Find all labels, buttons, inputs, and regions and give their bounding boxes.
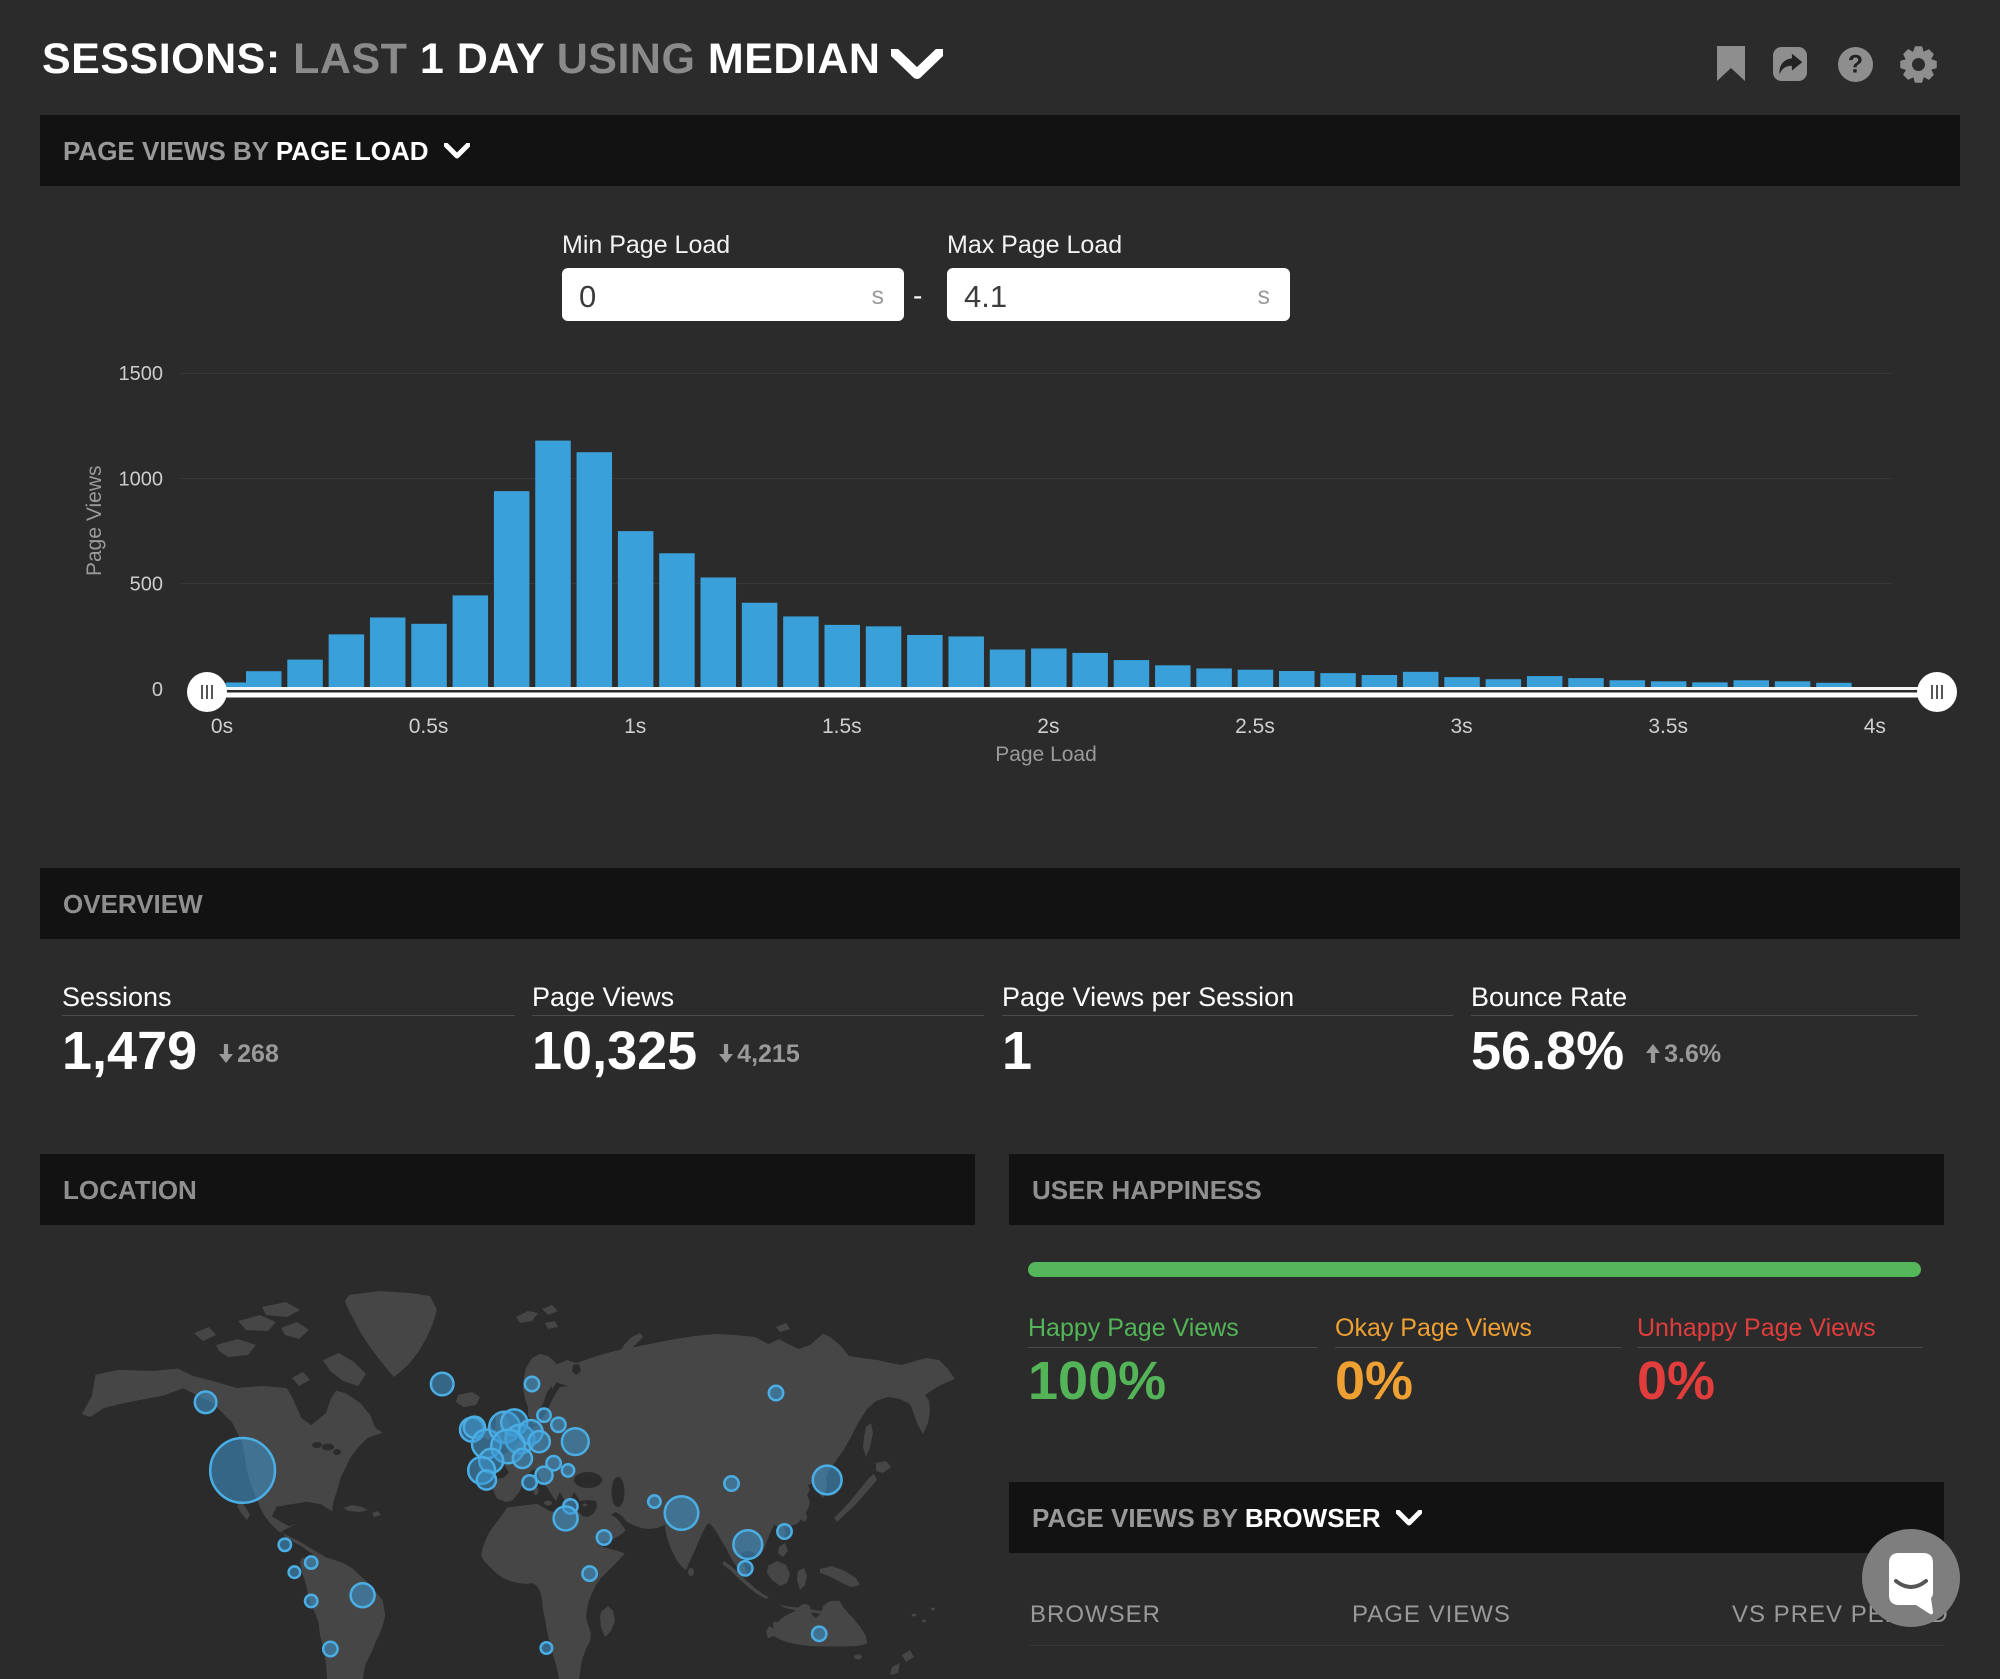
svg-text:2.5s: 2.5s [1235, 715, 1275, 738]
svg-text:500: 500 [130, 574, 163, 596]
svg-text:Page Load: Page Load [995, 743, 1097, 766]
svg-text:Page Views: Page Views [83, 465, 106, 576]
svg-text:1000: 1000 [119, 468, 164, 490]
svg-text:4s: 4s [1864, 715, 1886, 738]
svg-text:0s: 0s [211, 715, 233, 738]
svg-text:2s: 2s [1037, 715, 1059, 738]
svg-text:3s: 3s [1451, 715, 1473, 738]
svg-text:1s: 1s [624, 715, 646, 738]
svg-text:1500: 1500 [119, 363, 164, 385]
svg-text:0.5s: 0.5s [409, 715, 449, 738]
svg-text:0: 0 [152, 679, 163, 701]
svg-text:3.5s: 3.5s [1648, 715, 1688, 738]
svg-text:1.5s: 1.5s [822, 715, 862, 738]
svg-text:?: ? [1848, 50, 1863, 78]
